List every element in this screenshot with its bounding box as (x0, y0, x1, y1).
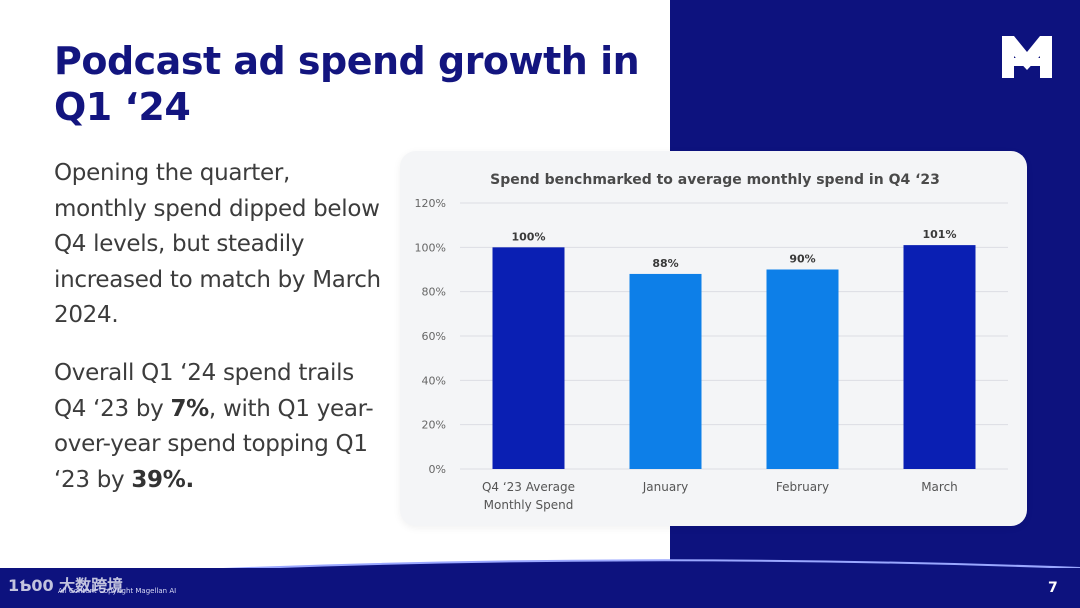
bar-value-label: 90% (789, 253, 815, 266)
y-tick-label: 60% (422, 330, 446, 343)
summary-text-2: , with Q1 year-over-year spend topping Q… (54, 395, 374, 493)
slide-title: Podcast ad spend growth in Q1 ‘24 (54, 38, 654, 130)
y-tick-label: 20% (422, 419, 446, 432)
slide-title-line1: Podcast ad spend growth in (54, 39, 640, 83)
chart-card: Spend benchmarked to average monthly spe… (400, 151, 1027, 526)
y-tick-label: 40% (422, 374, 446, 387)
x-tick-label: Q4 ‘23 Average (482, 480, 575, 494)
bar-value-label: 100% (512, 230, 546, 243)
slide-title-line2: Q1 ‘24 (54, 85, 191, 129)
x-tick-label: Monthly Spend (484, 498, 574, 512)
intro-paragraph: Opening the quarter, monthly spend dippe… (54, 160, 381, 328)
copyright-notice: All Content Copyright Magellan AI (58, 587, 177, 595)
bar (629, 273, 702, 469)
magellan-logo-icon (1002, 36, 1052, 78)
bar (766, 269, 839, 469)
watermark: 1Ƅ00 大数跨境 (8, 576, 124, 595)
y-tick-label: 100% (415, 241, 446, 254)
bar-value-label: 88% (652, 257, 678, 270)
bar-chart: Spend benchmarked to average monthly spe… (415, 172, 1008, 512)
summary-text-1: Overall Q1 ‘24 spend trails Q4 ‘23 by (54, 360, 354, 422)
footer-band (0, 568, 1080, 608)
bar (492, 247, 565, 469)
x-tick-label: February (776, 480, 829, 494)
summary-bold-2: 39%. (131, 466, 194, 493)
y-tick-label: 0% (429, 463, 446, 476)
page-number: 7 (1048, 580, 1058, 596)
summary-paragraph: Overall Q1 ‘24 spend trails Q4 ‘23 by 7%… (54, 356, 384, 498)
bar (903, 245, 976, 469)
x-tick-label: January (642, 480, 689, 494)
y-tick-label: 120% (415, 197, 446, 210)
summary-bold-1: 7% (170, 395, 209, 422)
chart-title: Spend benchmarked to average monthly spe… (490, 172, 940, 188)
y-tick-label: 80% (422, 286, 446, 299)
x-tick-label: March (921, 480, 958, 494)
bar-value-label: 101% (923, 228, 957, 241)
